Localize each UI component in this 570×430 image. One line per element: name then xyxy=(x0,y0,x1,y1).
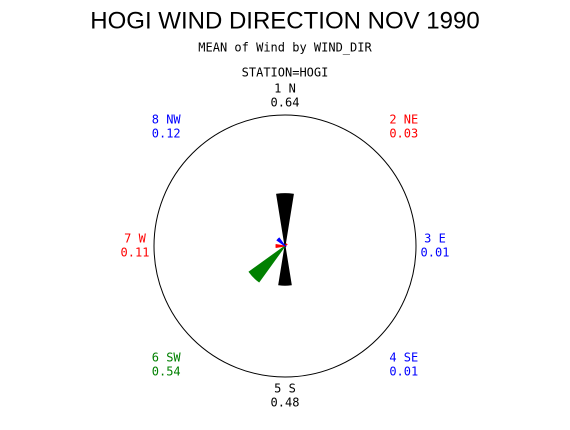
group-label: STATION=HOGI xyxy=(242,66,329,80)
value-label: 0.48 xyxy=(271,396,300,410)
category-label: 7 W xyxy=(124,232,146,246)
value-label: 0.64 xyxy=(271,96,300,110)
category-label: 4 SE xyxy=(389,350,418,364)
value-label: 0.11 xyxy=(121,246,150,260)
wedge xyxy=(278,245,292,286)
value-label: 0.01 xyxy=(421,246,450,260)
value-label: 0.01 xyxy=(389,364,418,378)
wedge xyxy=(275,243,286,249)
category-label: 5 S xyxy=(274,382,296,396)
chart-subtitle: MEAN of Wind by WIND_DIR xyxy=(198,41,372,55)
wedge xyxy=(248,245,286,283)
value-label: 0.03 xyxy=(389,127,418,141)
frame-circle xyxy=(153,114,417,378)
wedge xyxy=(276,237,286,247)
category-label: 2 NE xyxy=(389,113,418,127)
value-label: 0.54 xyxy=(152,364,181,378)
category-label: 6 SW xyxy=(152,350,182,364)
chart-title: HOGI WIND DIRECTION NOV 1990 xyxy=(90,7,479,34)
category-label: 8 NW xyxy=(152,113,182,127)
value-label: 0.12 xyxy=(152,127,181,141)
category-label: 1 N xyxy=(274,82,296,96)
category-label: 3 E xyxy=(424,232,446,246)
wedge xyxy=(276,193,294,247)
